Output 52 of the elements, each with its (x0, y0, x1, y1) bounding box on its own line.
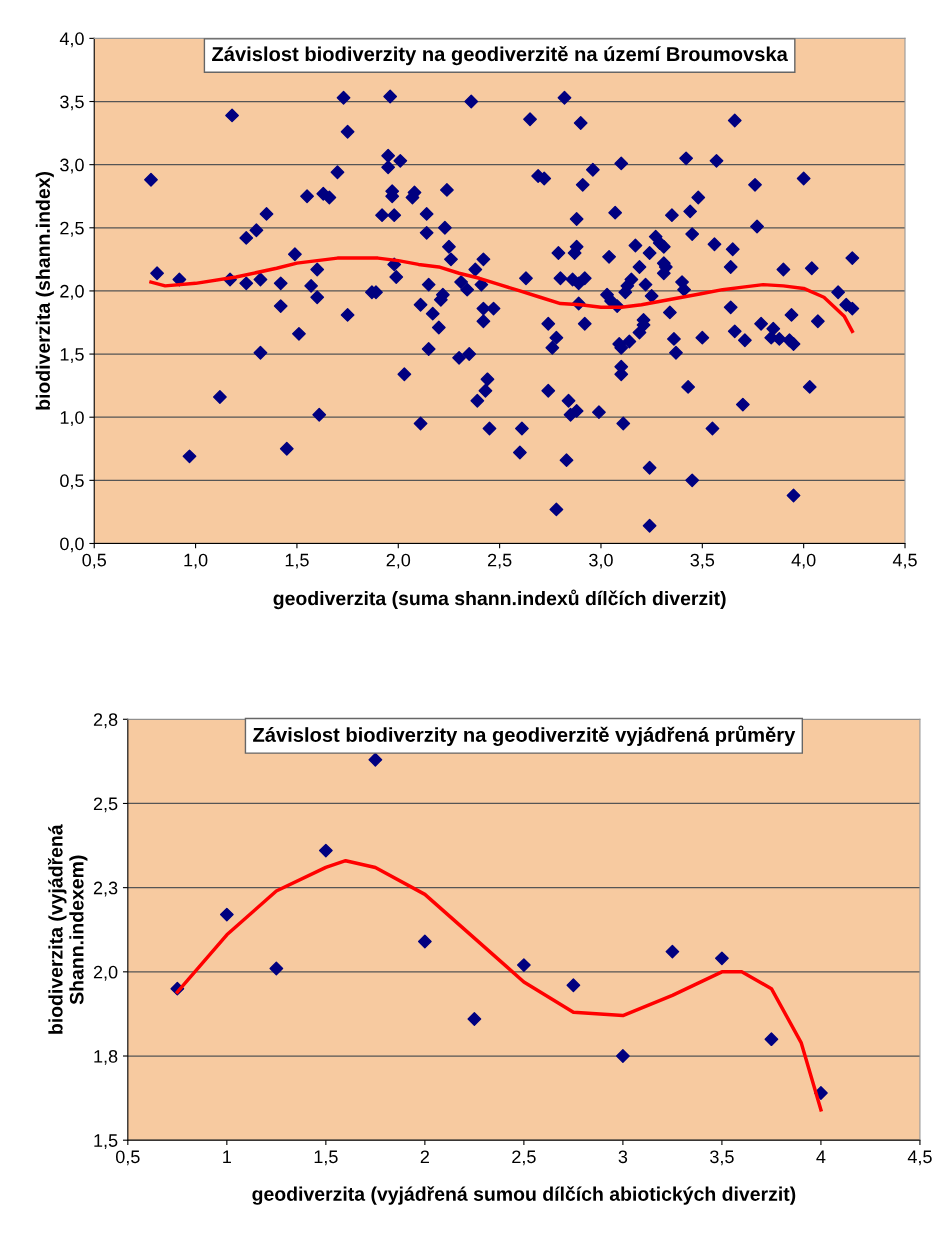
x-tick-label: 0,5 (82, 553, 107, 569)
chart-title: Závislost biodiverzity na geodiverzitě na území Broumovska (212, 45, 788, 66)
point (566, 978, 581, 993)
x-tick-label: 3,5 (710, 1150, 734, 1166)
y-tick-label: 3,5 (60, 95, 84, 111)
y-tick-label: 2,5 (93, 797, 118, 813)
point (764, 1032, 779, 1047)
y-tick-label: 4,0 (59, 32, 84, 48)
x-axis-title: geodiverzita (vyjádřená sumou dílčích abiotických diverzit) (252, 1186, 796, 1205)
x-tick-label: 2,5 (487, 553, 512, 569)
x-tick-label: 1 (223, 1150, 231, 1163)
x-tick-label: 4,5 (892, 553, 917, 569)
y-tick-label: 0,5 (60, 474, 84, 490)
y-tick-label: 1,5 (60, 348, 84, 363)
point (814, 1086, 828, 1100)
y-tick-label: 1,5 (94, 1134, 118, 1150)
x-tick-label: 4,0 (791, 553, 816, 569)
x-tick-label: 4 (816, 1150, 826, 1163)
x-tick-label: 3 (618, 1150, 628, 1164)
x-axis-title: geodiverzita (suma shann.indexů dílčích diverzit) (273, 589, 726, 610)
x-tick-label: 2,0 (386, 553, 411, 569)
x-tick-label: 2,5 (512, 1150, 536, 1166)
y-tick-label: 2,3 (93, 881, 118, 897)
x-tick-label: 1,0 (184, 553, 208, 569)
y-tick-label: 2,5 (60, 221, 84, 237)
y-axis-title: biodiverzita (shann.index) (35, 171, 54, 410)
x-tick-label: 1,5 (285, 553, 309, 569)
y-tick-label: 3,0 (60, 158, 84, 174)
point (715, 951, 729, 966)
y-tick-label: 0,0 (60, 537, 84, 553)
y-tick-label: 2,0 (60, 284, 84, 300)
point (318, 843, 333, 858)
x-tick-label: 4,5 (907, 1150, 932, 1166)
chart-title: Závislost biodiverzity na geodiverzitě vyjádřená průměry (253, 725, 796, 747)
point (516, 958, 531, 973)
x-tick-label: 1,5 (314, 1150, 338, 1166)
point (467, 1012, 482, 1026)
y-tick-label: 1,8 (94, 1049, 118, 1065)
y-tick-label: 1,0 (60, 411, 84, 427)
y-tick-label: 2,0 (93, 965, 118, 981)
point (665, 944, 680, 959)
x-tick-label: 3,5 (690, 553, 715, 569)
x-tick-label: 2 (420, 1150, 429, 1163)
point (219, 907, 234, 922)
y-axis-title: biodiverzita (vyjádřená Shann.indexem) (47, 824, 88, 1034)
point (417, 934, 432, 949)
y-tick-label: 2,8 (93, 713, 118, 729)
point (269, 961, 284, 976)
x-tick-label: 0,5 (115, 1150, 140, 1166)
x-tick-label: 3,0 (589, 553, 613, 569)
point (368, 752, 383, 767)
point (615, 1049, 630, 1063)
